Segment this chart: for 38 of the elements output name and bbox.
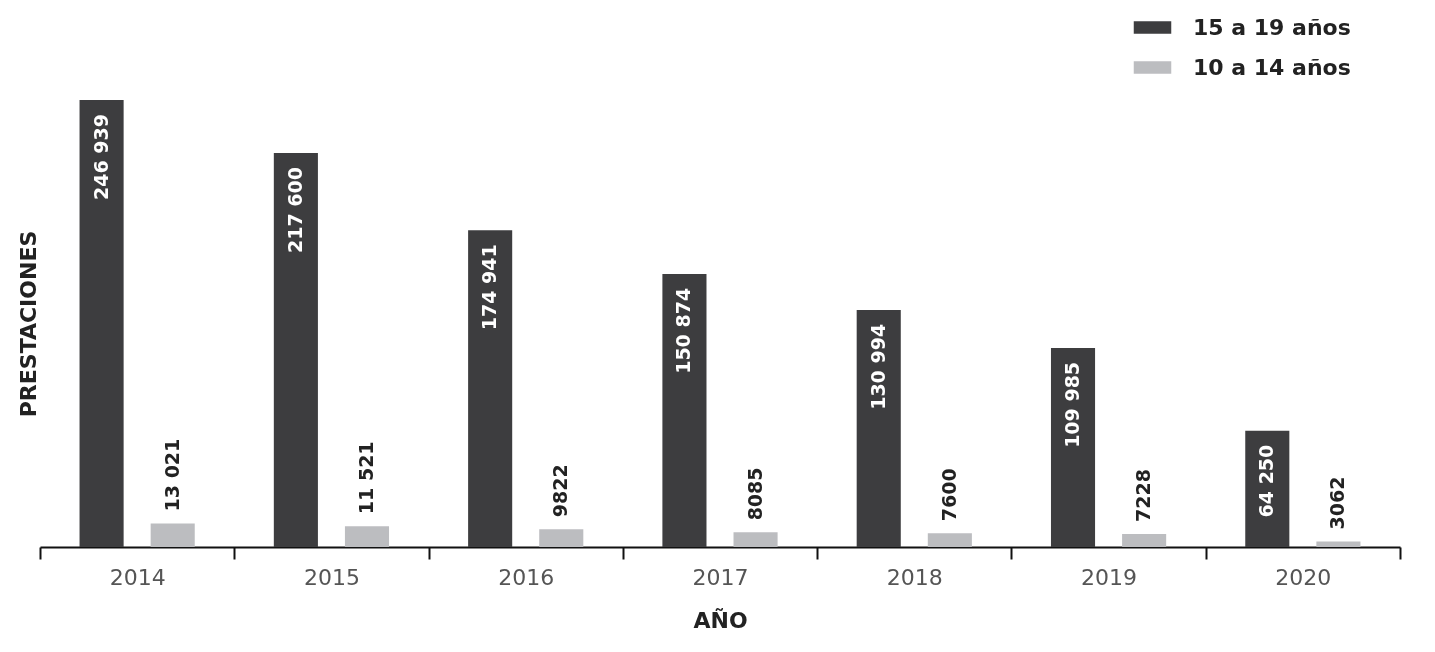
x-axis-title: AÑO bbox=[693, 607, 748, 633]
data-label: 7600 bbox=[937, 468, 960, 522]
data-label: 217 600 bbox=[283, 167, 306, 254]
data-label: 150 874 bbox=[672, 287, 695, 374]
bar bbox=[733, 532, 778, 547]
bar bbox=[927, 533, 972, 547]
x-tick-label: 2015 bbox=[303, 564, 360, 590]
x-tick-label: 2018 bbox=[886, 564, 943, 590]
data-label: 246 939 bbox=[89, 114, 112, 200]
bar bbox=[150, 523, 195, 547]
legend-label: 15 a 19 años bbox=[1193, 14, 1351, 40]
bar bbox=[1316, 541, 1361, 547]
bar bbox=[273, 153, 318, 547]
data-label: 174 941 bbox=[478, 244, 501, 331]
data-label: 64 250 bbox=[1255, 444, 1278, 518]
data-label: 13 021 bbox=[160, 438, 183, 512]
y-axis-title: PRESTACIONES bbox=[15, 230, 41, 418]
data-label: 11 521 bbox=[354, 441, 377, 515]
data-label: 8085 bbox=[743, 467, 766, 521]
data-label: 109 985 bbox=[1061, 361, 1084, 448]
x-tick-label: 2020 bbox=[1275, 564, 1332, 590]
bar bbox=[856, 309, 901, 547]
bar bbox=[662, 273, 707, 547]
bar bbox=[344, 526, 390, 547]
x-tick-label: 2014 bbox=[109, 564, 166, 590]
bar bbox=[1122, 533, 1167, 547]
data-label: 130 994 bbox=[866, 323, 889, 410]
x-tick-label: 2017 bbox=[692, 564, 749, 590]
data-label: 9822 bbox=[549, 464, 572, 518]
bar bbox=[468, 230, 513, 547]
x-tick-label: 2016 bbox=[498, 564, 555, 590]
bar bbox=[539, 529, 584, 547]
x-tick-label: 2019 bbox=[1081, 564, 1138, 590]
legend-label: 10 a 14 años bbox=[1193, 54, 1351, 80]
bar bbox=[1050, 347, 1096, 547]
data-label: 7228 bbox=[1132, 469, 1155, 522]
bar bbox=[79, 100, 124, 547]
data-label: 3062 bbox=[1326, 476, 1349, 530]
